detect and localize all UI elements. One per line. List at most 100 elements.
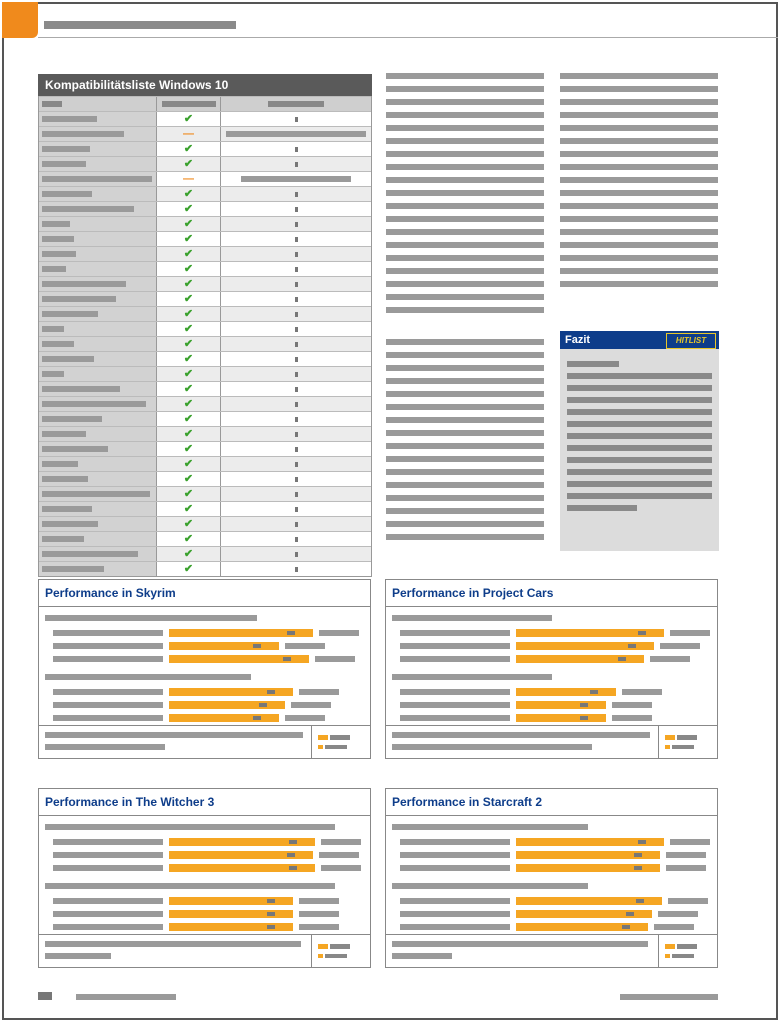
bar-label-placeholder — [53, 898, 163, 904]
check-icon: ✔ — [183, 322, 194, 335]
bar — [169, 851, 313, 859]
text-line-placeholder — [386, 216, 544, 222]
footer-left-text — [76, 994, 176, 1000]
chart-footer — [386, 725, 717, 758]
table-row: — — [39, 171, 371, 186]
row-label-placeholder — [42, 446, 108, 452]
bar-label-placeholder — [400, 865, 510, 871]
text-line-placeholder — [386, 391, 544, 397]
row-label-placeholder — [42, 461, 78, 467]
table-row: ✔ — [39, 141, 371, 156]
bar — [169, 864, 315, 872]
text-line-placeholder — [386, 229, 544, 235]
row-label-placeholder — [42, 431, 86, 437]
row-value-placeholder — [294, 206, 298, 212]
table-row: — — [39, 126, 371, 141]
table-row: ✔ — [39, 411, 371, 426]
page-number — [38, 992, 52, 1000]
hitlist-logo: HITLIST — [666, 333, 716, 349]
row-value-placeholder — [294, 326, 298, 332]
bar-value-placeholder — [612, 715, 652, 721]
fazit-line-placeholder — [567, 445, 712, 451]
chart-body — [386, 816, 717, 940]
row-value-placeholder — [294, 401, 298, 407]
row-value-placeholder — [294, 266, 298, 272]
bar-label-placeholder — [53, 865, 163, 871]
bar-label-placeholder — [400, 643, 510, 649]
row-label-placeholder — [42, 146, 90, 152]
check-icon: ✔ — [183, 382, 194, 395]
row-value-placeholder — [294, 551, 298, 557]
bar-label-placeholder — [53, 924, 163, 930]
check-icon: ✔ — [183, 487, 194, 500]
header-text-placeholder — [44, 21, 236, 29]
row-value-placeholder — [294, 116, 298, 122]
text-line-placeholder — [386, 443, 544, 449]
text-line-placeholder — [386, 294, 544, 300]
fazit-body — [560, 349, 719, 511]
dash-icon: — — [183, 127, 194, 140]
fazit-line-placeholder — [567, 373, 712, 379]
row-label-placeholder — [42, 191, 92, 197]
bar-value-placeholder — [285, 643, 325, 649]
text-line-placeholder — [560, 86, 718, 92]
bar-value-placeholder — [668, 898, 708, 904]
check-icon: ✔ — [183, 397, 194, 410]
group-header-placeholder — [45, 674, 251, 680]
bar-label-placeholder — [400, 924, 510, 930]
row-label-placeholder — [42, 236, 74, 242]
table-row: ✔ — [39, 546, 371, 561]
bar — [169, 655, 309, 663]
header-rule — [38, 37, 778, 38]
table-row: ✔ — [39, 336, 371, 351]
group-header-placeholder — [392, 615, 552, 621]
bar — [516, 851, 660, 859]
row-value-placeholder — [294, 311, 298, 317]
bar-label-placeholder — [53, 852, 163, 858]
text-line-placeholder — [386, 534, 544, 540]
bar-label-placeholder — [400, 689, 510, 695]
bar-label-placeholder — [53, 656, 163, 662]
fazit-line-placeholder — [567, 505, 637, 511]
row-label-placeholder — [42, 341, 74, 347]
fazit-line-placeholder — [567, 421, 712, 427]
row-label-placeholder — [42, 386, 120, 392]
bar-label-placeholder — [400, 898, 510, 904]
table-row: ✔ — [39, 441, 371, 456]
bar-label-placeholder — [53, 689, 163, 695]
row-label-placeholder — [42, 296, 116, 302]
footer-right-text — [620, 994, 718, 1000]
table-row: ✔ — [39, 216, 371, 231]
chart-title: Performance in The Witcher 3 — [39, 789, 370, 816]
text-line-placeholder — [386, 339, 544, 345]
table-row: ✔ — [39, 501, 371, 516]
chart-footer — [386, 934, 717, 967]
bar-label-placeholder — [53, 630, 163, 636]
check-icon: ✔ — [183, 427, 194, 440]
text-line-placeholder — [560, 268, 718, 274]
check-icon: ✔ — [183, 217, 194, 230]
text-line-placeholder — [386, 164, 544, 170]
row-value-placeholder — [294, 491, 298, 497]
row-value-placeholder — [294, 521, 298, 527]
row-label-placeholder — [42, 491, 150, 497]
fazit-box: Fazit HITLIST — [560, 331, 719, 551]
bar-label-placeholder — [400, 911, 510, 917]
bar-value-placeholder — [650, 656, 690, 662]
row-value-placeholder — [226, 131, 366, 137]
check-icon: ✔ — [183, 442, 194, 455]
row-value-placeholder — [294, 251, 298, 257]
bar-value-placeholder — [670, 839, 710, 845]
bar — [516, 897, 662, 905]
check-icon: ✔ — [183, 292, 194, 305]
row-label-placeholder — [42, 566, 104, 572]
text-line-placeholder — [560, 138, 718, 144]
bar-value-placeholder — [666, 852, 706, 858]
text-line-placeholder — [386, 203, 544, 209]
text-line-placeholder — [386, 352, 544, 358]
group-header-placeholder — [45, 615, 257, 621]
group-header-placeholder — [45, 824, 335, 830]
table-row: ✔ — [39, 156, 371, 171]
fazit-header: Fazit HITLIST — [560, 331, 719, 349]
text-line-placeholder — [560, 112, 718, 118]
